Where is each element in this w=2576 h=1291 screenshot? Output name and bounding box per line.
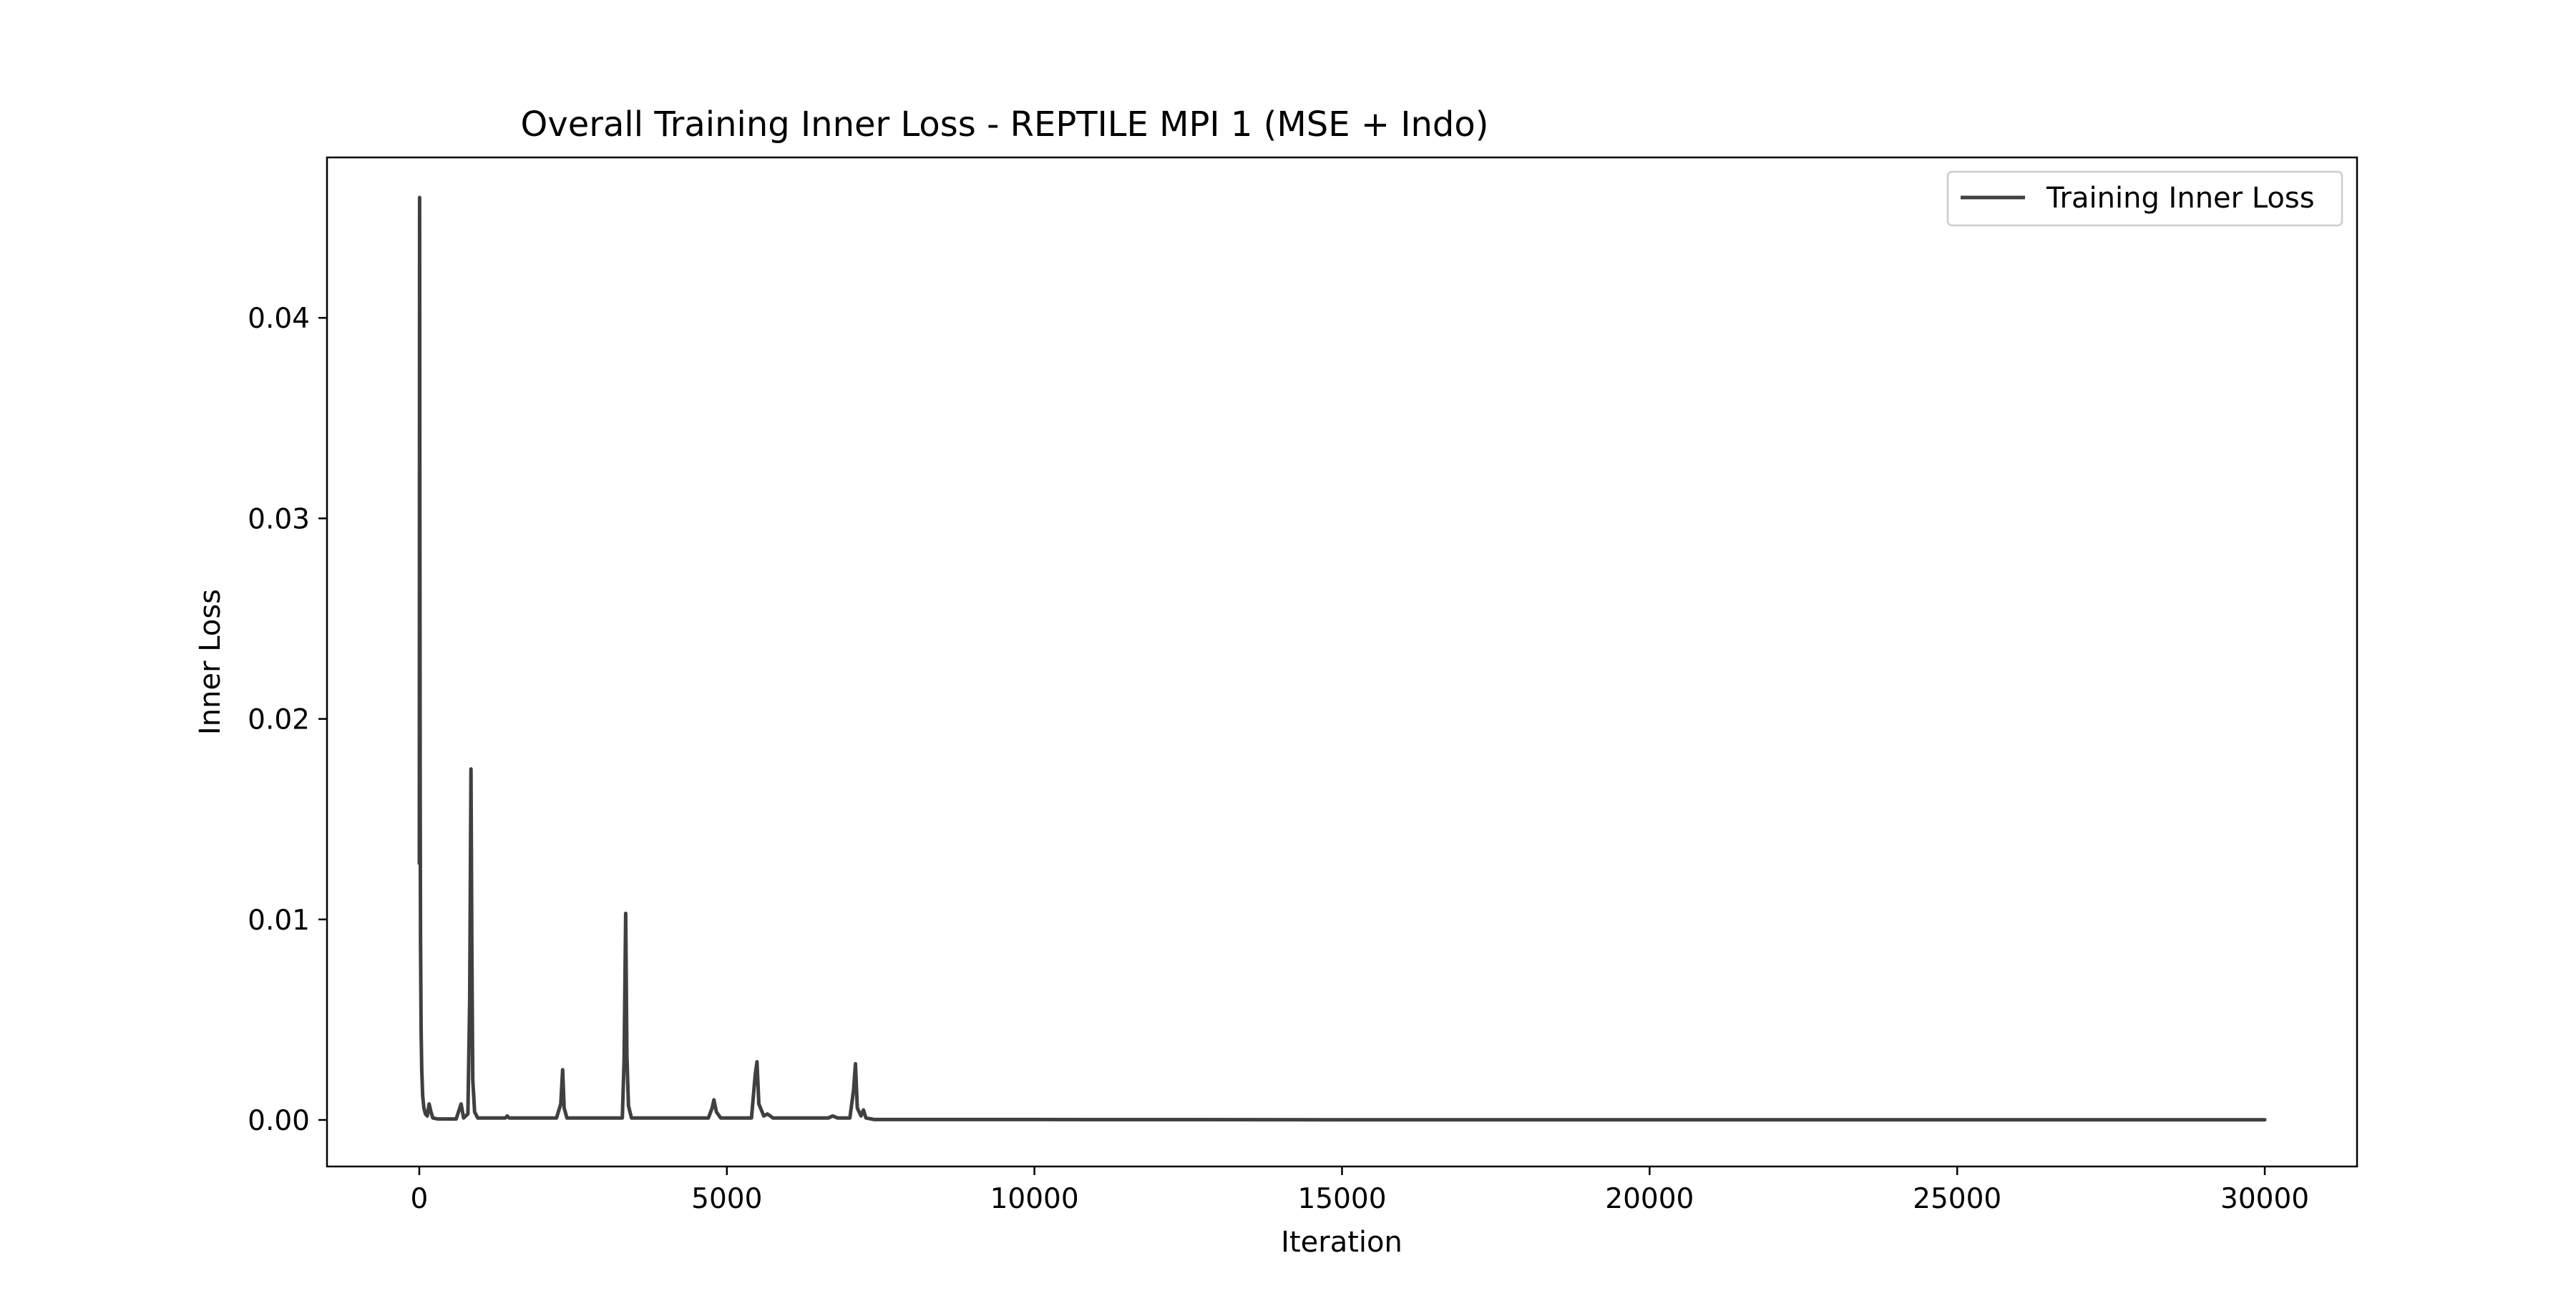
x-tick-label: 15000 <box>1297 1183 1386 1215</box>
data-layer <box>417 195 2267 1122</box>
y-axis: 0.00 0.01 0.02 0.03 0.04 <box>248 303 327 1137</box>
y-tick-label: 0.02 <box>248 704 310 736</box>
y-tick-label: 0.00 <box>248 1105 310 1137</box>
x-tick-label: 5000 <box>691 1183 762 1215</box>
y-tick-label: 0.04 <box>248 303 310 335</box>
y-tick-label: 0.03 <box>248 503 310 535</box>
x-tick-label: 10000 <box>990 1183 1079 1215</box>
x-tick-label: 20000 <box>1605 1183 1694 1215</box>
legend: Training Inner Loss <box>1946 170 2343 227</box>
y-tick-label: 0.01 <box>248 905 310 937</box>
x-axis-label: Iteration <box>1281 1226 1402 1259</box>
legend-frame <box>1946 170 2343 227</box>
x-axis: 0 5000 10000 15000 20000 25000 30000 <box>411 1166 2309 1215</box>
y-axis-label: Inner Loss <box>194 589 227 735</box>
x-tick-label: 25000 <box>1913 1183 2001 1215</box>
x-tick-label: 0 <box>411 1183 429 1215</box>
x-tick-label: 30000 <box>2220 1183 2309 1215</box>
chart-title: Overall Training Inner Loss - REPTILE MP… <box>521 104 1489 145</box>
legend-label: Training Inner Loss <box>2046 182 2315 215</box>
series-line-1 <box>417 195 2267 1122</box>
